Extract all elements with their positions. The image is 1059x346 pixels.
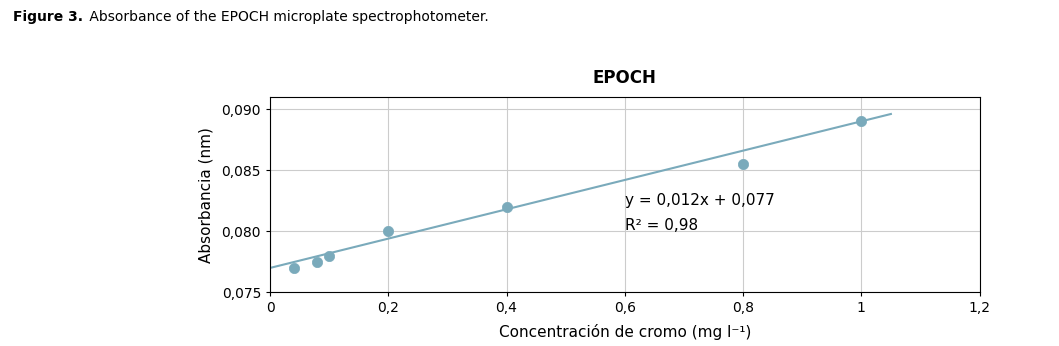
Point <box>309 259 326 265</box>
Text: y = 0,012x + 0,077
R² = 0,98: y = 0,012x + 0,077 R² = 0,98 <box>625 193 774 233</box>
Point <box>380 228 397 234</box>
Y-axis label: Absorbancia (nm): Absorbancia (nm) <box>198 127 213 263</box>
X-axis label: Concentración de cromo (mg l⁻¹): Concentración de cromo (mg l⁻¹) <box>499 324 751 340</box>
Point <box>285 265 302 271</box>
Point <box>498 204 515 210</box>
Title: EPOCH: EPOCH <box>593 69 657 87</box>
Point <box>852 119 869 124</box>
Text: Absorbance of the EPOCH microplate spectrophotometer.: Absorbance of the EPOCH microplate spect… <box>85 10 488 24</box>
Text: Figure 3.: Figure 3. <box>13 10 83 24</box>
Point <box>321 253 338 258</box>
Point <box>735 161 752 167</box>
